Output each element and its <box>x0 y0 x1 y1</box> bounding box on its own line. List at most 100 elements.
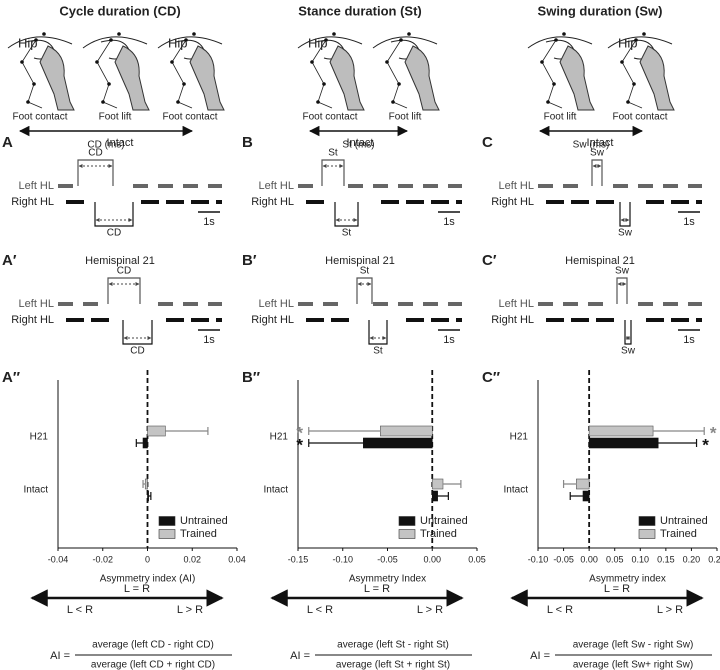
bottom-measure: St <box>373 346 383 357</box>
row-label: Left HL <box>19 180 54 192</box>
joint <box>192 32 196 36</box>
panel-letter: B″ <box>242 369 260 386</box>
right-step <box>66 200 84 204</box>
formula-numerator: average (left Sw - right Sw) <box>573 640 694 651</box>
error-bar <box>135 439 144 447</box>
formula-denominator: average (left St + right St) <box>336 660 450 670</box>
x-tick-label: 0.05 <box>606 554 624 564</box>
column-title: Stance duration (St) <box>298 3 422 18</box>
left-step <box>688 184 702 188</box>
measure-label: St (ms) <box>342 140 374 151</box>
left-step <box>183 184 198 188</box>
joint <box>101 100 105 104</box>
direction-less: L < R <box>67 604 93 616</box>
top-measure: St <box>360 266 370 277</box>
limb <box>404 45 440 111</box>
bones <box>96 39 118 109</box>
right-step <box>596 200 614 204</box>
body-outline <box>157 36 223 49</box>
error-bar <box>165 427 209 435</box>
joint <box>184 38 188 42</box>
row-label: Left HL <box>19 298 54 310</box>
column-title: Swing duration (Sw) <box>538 3 663 18</box>
direction-greater: L > R <box>657 604 683 616</box>
formula-numerator: average (left CD - right CD) <box>92 640 214 651</box>
left-step <box>373 302 388 306</box>
legend-label: Trained <box>420 528 457 540</box>
right-step <box>571 318 589 322</box>
bar <box>431 478 444 490</box>
top-measure: Sw <box>615 266 630 277</box>
left-step <box>373 184 388 188</box>
right-step <box>216 318 222 322</box>
left-pulse <box>591 159 603 186</box>
joint <box>632 82 636 86</box>
left-step <box>638 302 653 306</box>
right-step <box>306 200 324 204</box>
left-step <box>208 302 222 306</box>
left-pulse <box>356 277 373 304</box>
joint <box>399 38 403 42</box>
x-tick-label: 0 <box>145 554 150 564</box>
legend-swatch <box>638 529 656 539</box>
row-label: Left HL <box>259 180 294 192</box>
limb <box>329 45 365 111</box>
row-label: Left HL <box>259 298 294 310</box>
left-step <box>348 184 363 188</box>
joint <box>634 38 638 42</box>
joint <box>552 82 556 86</box>
hip-label: Hip <box>18 35 38 50</box>
panel-title: Hemispinal 21 <box>565 255 635 267</box>
error-bar <box>142 480 146 488</box>
x-tick-label: -0.15 <box>288 554 309 564</box>
joint <box>26 100 30 104</box>
legend-swatch <box>398 529 416 539</box>
panel-letter: C′ <box>482 252 497 269</box>
left-step <box>158 184 173 188</box>
panel-letter: C″ <box>482 369 500 386</box>
right-step <box>166 318 184 322</box>
x-axis-label: Asymmetry Index <box>349 574 426 585</box>
right-step <box>696 318 702 322</box>
direction-less: L < R <box>307 604 333 616</box>
panel-title: Intact <box>347 137 374 149</box>
formula-denominator: average (left CD + right CD) <box>91 660 215 670</box>
right-step <box>166 200 184 204</box>
bar <box>147 490 149 502</box>
right-step <box>596 318 614 322</box>
x-tick-label: -0.05 <box>377 554 398 564</box>
error-bar <box>308 427 381 435</box>
joint <box>316 100 320 104</box>
x-tick-label: 0.04 <box>228 554 246 564</box>
right-step <box>381 200 399 204</box>
bar <box>363 437 433 449</box>
right-step <box>431 200 449 204</box>
right-step <box>191 318 209 322</box>
body-outline <box>297 36 363 49</box>
limb <box>559 45 595 111</box>
panel-letter: B <box>242 134 253 151</box>
right-step <box>91 318 109 322</box>
scale-label: 1s <box>203 334 215 346</box>
event-label: Foot contact <box>612 112 667 123</box>
direction-greater: L > R <box>177 604 203 616</box>
panel-title: Intact <box>107 137 134 149</box>
limb <box>189 45 225 111</box>
joint <box>20 60 24 64</box>
scale-label: 1s <box>683 334 695 346</box>
joint <box>32 82 36 86</box>
body-outline <box>607 36 673 49</box>
bottom-measure: CD <box>130 346 144 357</box>
right-step <box>431 318 449 322</box>
direction-equal: L = R <box>124 583 150 595</box>
joint <box>642 32 646 36</box>
top-measure: CD <box>117 266 131 277</box>
left-step <box>423 302 438 306</box>
limb <box>39 45 75 111</box>
scale-label: 1s <box>203 216 215 228</box>
left-step <box>563 302 578 306</box>
right-step <box>671 318 689 322</box>
joint <box>42 32 46 36</box>
legend-label: Trained <box>660 528 697 540</box>
right-step <box>406 200 424 204</box>
